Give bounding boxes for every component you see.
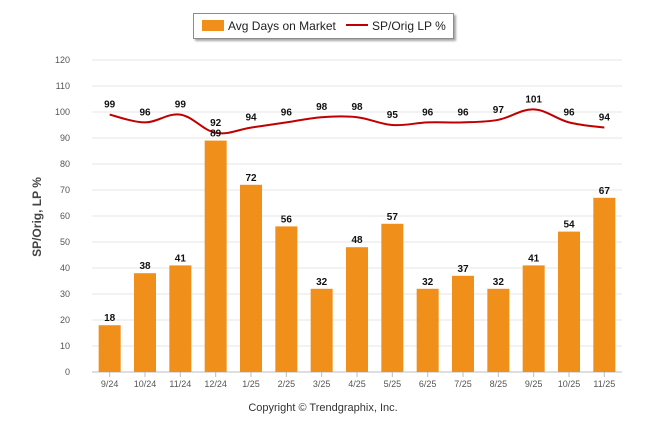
line-series[interactable] [109,108,605,135]
line-value-label: 99 [175,100,187,111]
line-value-label: 98 [316,102,328,113]
legend-label-line: SP/Orig LP % [372,19,446,33]
y-tick-label: 70 [60,185,70,195]
x-tick-label: 8/25 [490,379,508,389]
bar[interactable] [522,265,545,372]
bar-value-label: 18 [104,313,116,324]
line-value-label: 96 [563,107,575,118]
x-tick-label: 2/25 [278,379,296,389]
y-tick-label: 120 [55,55,70,65]
bar-value-label: 56 [281,214,293,225]
y-tick-label: 30 [60,289,70,299]
bar-value-label: 41 [175,253,187,264]
y-tick-label: 20 [60,315,70,325]
x-tick-label: 3/25 [313,379,331,389]
legend-item-bars[interactable]: Avg Days on Market [202,19,336,33]
bar-value-label: 32 [422,277,434,288]
bar[interactable] [310,288,333,372]
legend-swatch-line [346,24,368,26]
line-value-label: 97 [493,105,505,116]
legend-swatch-bar [202,20,224,31]
bar[interactable] [98,325,121,372]
x-tick-label: 10/24 [134,379,157,389]
y-axis-title: SP/Orig, LP % [30,177,44,257]
bar-value-label: 67 [599,186,611,197]
x-tick-label: 10/25 [558,379,581,389]
line-value-label: 94 [245,113,257,124]
bar-value-label: 48 [351,235,363,246]
x-tick-label: 9/25 [525,379,543,389]
bar[interactable] [346,247,368,372]
legend-label-bars: Avg Days on Market [228,19,336,33]
line-point[interactable] [603,126,606,129]
line-point[interactable] [320,116,323,119]
bar[interactable] [381,223,404,372]
line-value-label: 96 [139,107,151,118]
line-point[interactable] [391,124,394,127]
line-value-label: 99 [104,100,116,111]
bar-value-label: 32 [493,277,505,288]
line-point[interactable] [497,118,500,121]
y-tick-label: 50 [60,237,70,247]
line-point[interactable] [144,121,147,124]
line-point[interactable] [250,126,253,129]
bar-value-label: 72 [245,173,257,184]
bar-value-label: 38 [139,261,151,272]
line-point[interactable] [108,113,111,116]
x-tick-label: 4/25 [348,379,366,389]
line-value-label: 95 [387,110,399,121]
line-value-label: 92 [210,118,222,129]
line-point[interactable] [532,108,535,111]
line-value-label: 96 [422,107,434,118]
x-tick-label: 5/25 [384,379,402,389]
y-tick-label: 60 [60,211,70,221]
x-tick-label: 9/24 [101,379,119,389]
bar-value-label: 57 [387,212,399,223]
y-tick-label: 0 [65,367,70,377]
line-point[interactable] [568,121,571,124]
line-point[interactable] [462,121,465,124]
x-tick-label: 12/24 [204,379,227,389]
legend-item-line[interactable]: SP/Orig LP % [346,19,446,33]
bar[interactable] [204,140,227,372]
y-tick-label: 40 [60,263,70,273]
x-tick-label: 7/25 [454,379,472,389]
line-value-label: 96 [281,107,293,118]
y-tick-label: 90 [60,133,70,143]
line-point[interactable] [426,121,429,124]
bar-value-label: 89 [210,129,222,140]
line-value-label: 96 [457,107,469,118]
bar[interactable] [134,273,156,372]
line-point[interactable] [179,113,182,116]
bar-value-label: 32 [316,277,328,288]
x-tick-label: 11/25 [593,379,615,389]
bar[interactable] [416,288,439,372]
bar[interactable] [452,275,474,372]
bar-value-label: 54 [563,220,575,231]
bar[interactable] [593,197,616,372]
bar-value-label: 37 [457,264,469,275]
line-value-label: 94 [599,113,611,124]
y-tick-label: 110 [56,81,70,91]
y-tick-label: 80 [60,159,70,169]
bar-value-label: 41 [528,253,540,264]
bar[interactable] [487,288,510,372]
bar[interactable] [240,184,262,372]
line-point[interactable] [285,121,288,124]
y-tick-label: 100 [55,107,70,117]
bar[interactable] [275,226,298,372]
y-tick-label: 10 [60,341,70,351]
copyright-text: Copyright © Trendgraphix, Inc. [248,402,398,414]
line-value-label: 98 [351,102,363,113]
line-point[interactable] [356,116,359,119]
line-value-label: 101 [525,94,542,105]
bar[interactable] [558,231,580,372]
x-tick-label: 11/24 [169,379,191,389]
x-tick-label: 6/25 [419,379,437,389]
legend: Avg Days on Market SP/Orig LP % [193,13,454,39]
x-tick-label: 1/25 [242,379,260,389]
bar[interactable] [169,265,192,372]
